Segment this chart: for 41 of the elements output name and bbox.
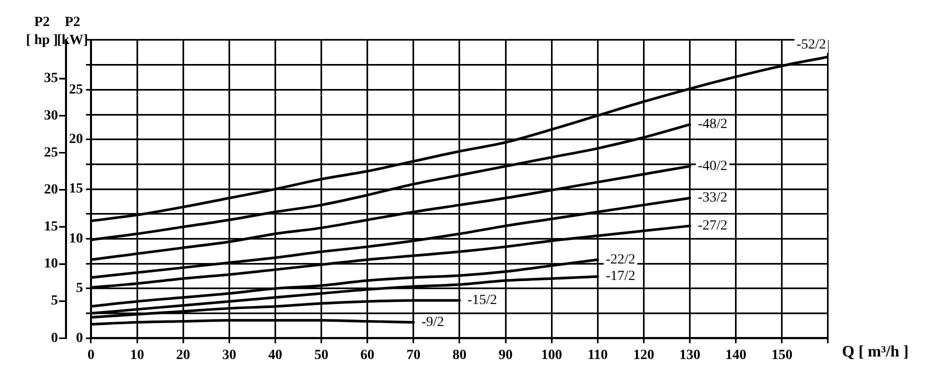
y2-tick-label: 15 <box>44 220 58 235</box>
x-tick-label: 50 <box>314 348 328 364</box>
series-label: -33/2 <box>698 190 728 206</box>
x-tick-label: 100 <box>541 348 562 364</box>
x-tick-label: 0 <box>88 348 94 364</box>
x-tick-label: 90 <box>498 348 513 364</box>
series-label: -40/2 <box>698 158 728 174</box>
x-tick-label: 30 <box>222 348 236 364</box>
series-label: -27/2 <box>698 218 728 234</box>
y2-tick-label: 30 <box>44 108 58 124</box>
series-label: -17/2 <box>606 269 636 284</box>
y2-tick-label: 10 <box>44 256 58 272</box>
x-tick-label: 150 <box>771 348 792 364</box>
y-tick-label: 15 <box>69 182 83 197</box>
y-tick-label: 10 <box>69 231 83 246</box>
x-tick-label: 140 <box>725 348 746 364</box>
series-label: -22/2 <box>606 252 636 268</box>
x-tick-label: 40 <box>268 348 282 364</box>
series-label: -52/2 <box>796 38 826 53</box>
y2-tick-label: 5 <box>51 294 58 309</box>
y-tick-label: 0 <box>76 330 83 346</box>
y2-tick-label: 0 <box>51 330 58 346</box>
series-label: -48/2 <box>698 117 728 132</box>
x-tick-label: 10 <box>130 348 144 364</box>
x-tick-label: 60 <box>360 348 374 364</box>
x-tick-label: 120 <box>633 348 654 364</box>
y-tick-label: 25 <box>69 82 83 98</box>
y2-tick-label: 20 <box>44 182 58 198</box>
y-tick-label: 5 <box>76 281 83 296</box>
y2-tick-label: 35 <box>44 71 58 86</box>
y2-axis-title: P2 [ hp ] <box>26 15 58 48</box>
y-tick-label: 20 <box>69 132 83 148</box>
x-tick-label: 80 <box>452 348 466 364</box>
x-tick-label: 110 <box>588 348 608 364</box>
y2-tick-label: 25 <box>44 145 58 160</box>
series-label: -15/2 <box>468 293 498 308</box>
x-tick-label: 130 <box>679 348 700 364</box>
x-tick-label: 70 <box>406 348 420 364</box>
x-axis-title: Q [ m³/h ] <box>842 343 909 360</box>
x-tick-label: 20 <box>176 348 190 364</box>
series-label: -9/2 <box>421 314 444 330</box>
